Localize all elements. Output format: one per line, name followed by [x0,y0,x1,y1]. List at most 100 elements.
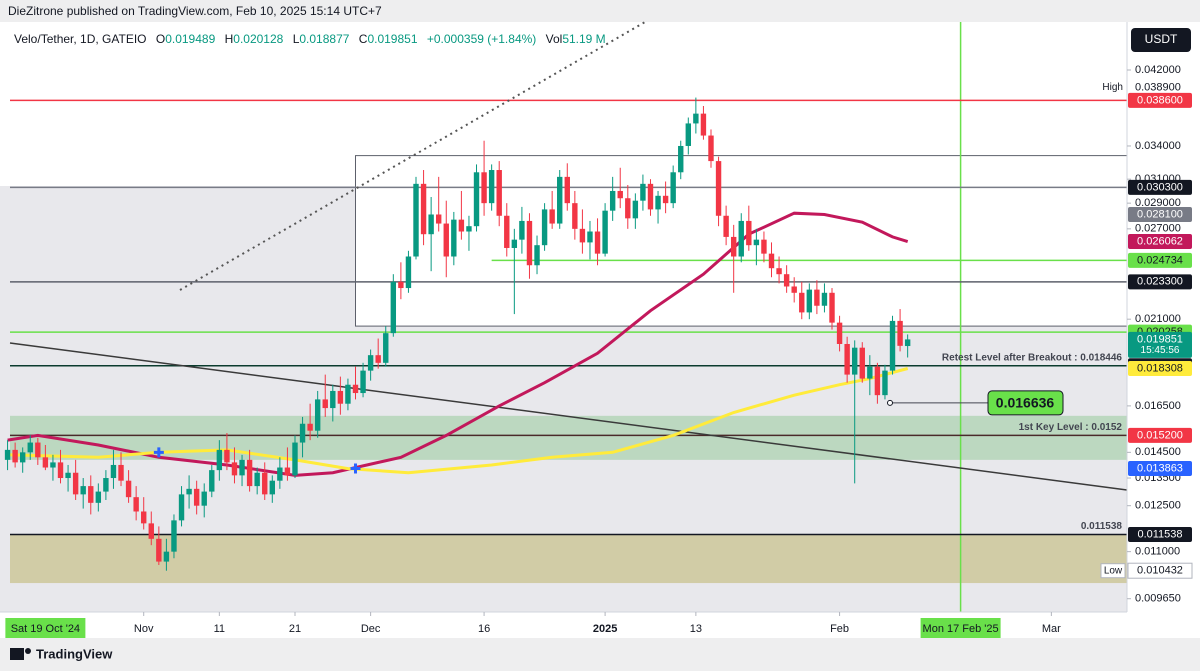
candle-body [72,472,79,495]
trendline [9,342,1128,491]
candle-body [670,172,676,204]
candle-body [715,161,722,216]
x-marker-box [920,618,1001,638]
level-note: Retest Level after Breakout : 0.018446 [942,352,1123,363]
candle-body [844,343,850,375]
price-label: 0.028100 [1137,208,1183,220]
candle-body [65,472,71,479]
y-tick-label: 0.021000 [1135,313,1181,325]
candle-body [814,289,820,306]
candle-body [186,488,192,495]
level-note: 0.011538 [1081,521,1123,532]
x-tick-label: 2025 [593,623,617,635]
candle-body [413,183,419,257]
candle-body [609,190,616,211]
callout-dot [887,399,893,406]
candle-body [239,459,245,476]
price-axis-bg [1127,22,1200,612]
moving-average [7,367,909,475]
candle-body [133,497,139,512]
y-tick-label: 0.027000 [1135,223,1181,235]
zone [10,415,1127,460]
candle-body [246,459,253,487]
legend-h: H [225,32,234,46]
x-tick-label: 21 [289,623,301,635]
price-label: 0.024734 [1137,254,1183,266]
candle-body [231,462,238,476]
candle-body [904,339,911,347]
candle-body [103,478,109,492]
candle-body [345,384,351,404]
ma-price-label: 0.026062 [1137,235,1183,247]
candle-body [314,399,321,431]
candle-body [730,236,737,257]
candle-body [594,231,601,254]
candle-body [178,494,185,521]
y-tick-label: 0.034000 [1135,140,1181,152]
publisher-line: DieZitrone published on TradingView.com,… [8,4,382,18]
currency-button[interactable] [1131,28,1191,52]
candle-body [262,472,268,495]
price-label: 0.015200 [1137,429,1183,441]
y-tick-label: 0.011000 [1135,546,1180,558]
low-marker-box [1100,563,1126,579]
cross-marker [153,447,164,458]
candle-body [201,491,207,506]
zone [10,534,1127,584]
candle-body [330,390,336,409]
last-price-box [1128,331,1192,358]
candle-body [874,366,881,396]
candle-body [269,480,275,495]
candle-body [337,390,344,404]
high-marker-text: High [1102,82,1123,93]
candle-body [806,289,813,313]
candle-body [27,442,33,453]
candle-body [640,183,646,201]
candle-body [57,462,64,479]
candle-body [4,449,11,460]
candle-body [836,322,843,344]
candle-body [557,176,563,224]
callout-label: 0.016636 [996,395,1055,411]
candle-body [292,442,298,476]
candle-body [352,384,359,394]
countdown: 15:45:56 [1141,345,1180,356]
candle-body [602,210,608,254]
candle-body [458,219,465,232]
candle-body [647,183,654,210]
x-marker-label: Sat 19 Oct '24 [11,623,80,635]
currency-label[interactable]: USDT [1145,32,1178,46]
candle-body [224,449,230,463]
candle-body [882,370,888,396]
candle-body [277,467,283,481]
top-bar [0,0,1200,22]
candle-body [662,195,669,204]
x-tick-label: Nov [134,623,154,635]
price-label-box [1128,252,1192,268]
candle-body [209,470,215,492]
y-tick-label: 0.016500 [1135,400,1181,412]
candle-body [791,286,797,293]
candle-body [511,239,518,248]
candle-body [163,551,170,562]
candle-body [110,464,117,479]
candle-body [435,214,442,224]
x-tick-label: 16 [478,623,490,635]
candle-body [488,170,495,204]
candle-body [678,145,684,173]
ma-price-label-box [1128,234,1192,250]
low-marker-value: 0.010432 [1137,565,1183,577]
candle-body [738,220,744,257]
ma-price-label-box [1128,361,1192,377]
candle-body [897,320,903,346]
candle-body [42,457,49,468]
candle-body [519,220,525,240]
candle-body [35,442,41,458]
x-tick-label: Feb [830,623,849,635]
candle-body [617,190,623,199]
x-tick-label: Dec [361,623,381,635]
moving-average [7,211,909,477]
legend-close: 0.019851 [367,32,417,46]
